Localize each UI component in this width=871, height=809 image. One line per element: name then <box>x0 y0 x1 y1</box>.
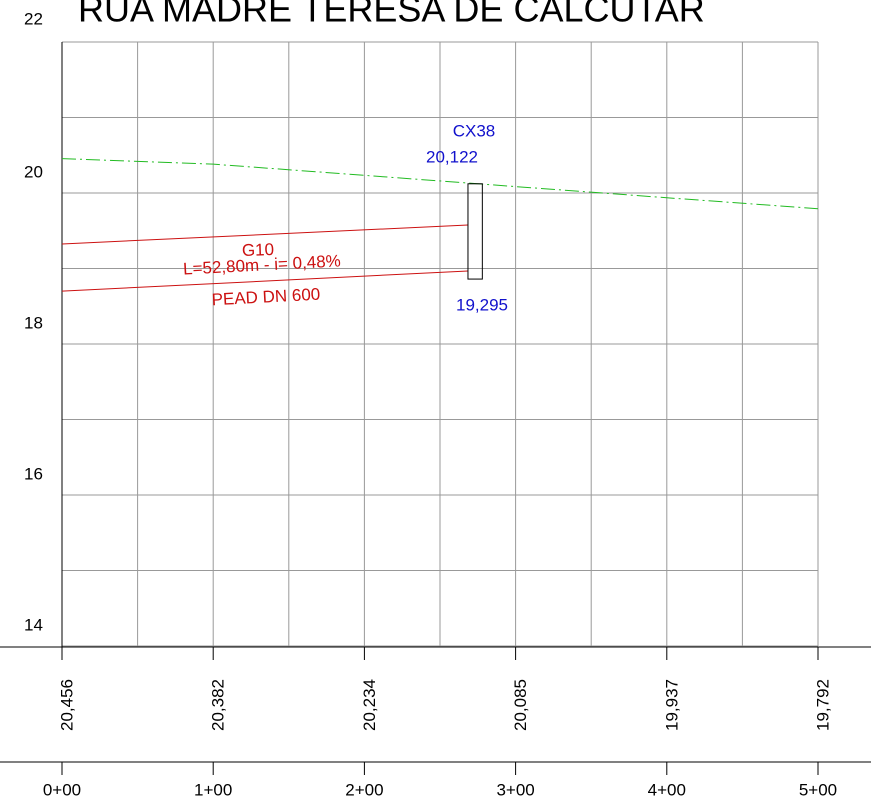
y-tick-label: 18 <box>24 313 43 332</box>
manhole-top-label: 20,122 <box>426 147 478 166</box>
chart-title: RUA MADRE TERESA DE CALCUTAR <box>78 0 705 30</box>
y-tick-label: 16 <box>24 464 43 483</box>
terrain-line <box>61 158 819 210</box>
x-tick-label: 2+00 <box>345 780 383 799</box>
x-tick-label: 0+00 <box>43 780 81 799</box>
y-tick-label: 22 <box>24 9 43 28</box>
x-tick-label: 1+00 <box>194 780 232 799</box>
pipe-invert <box>61 270 468 292</box>
y-tick-label: 14 <box>24 615 43 634</box>
x-tick-label: 5+00 <box>799 780 837 799</box>
manhole-annotation: 19,295 <box>456 295 508 314</box>
y-tick-label: 20 <box>24 162 43 181</box>
terrain-label: 19,792 <box>813 679 832 731</box>
terrain-label: 20,382 <box>209 679 228 731</box>
manhole-name: CX38 <box>453 121 496 140</box>
terrain-label: 20,456 <box>57 679 76 731</box>
x-tick-label: 4+00 <box>648 780 686 799</box>
terrain-label: 20,085 <box>511 679 530 731</box>
pipe-length: L=52,80m - i= 0,48% <box>183 251 342 278</box>
terrain-label: 20,234 <box>360 679 379 731</box>
manhole <box>467 183 483 280</box>
x-tick-label: 3+00 <box>496 780 534 799</box>
terrain-label: 19,937 <box>662 679 681 731</box>
pipe-crown <box>61 224 468 245</box>
pipe-name: G10 <box>242 240 275 260</box>
pipe-material: PEAD DN 600 <box>211 285 321 310</box>
